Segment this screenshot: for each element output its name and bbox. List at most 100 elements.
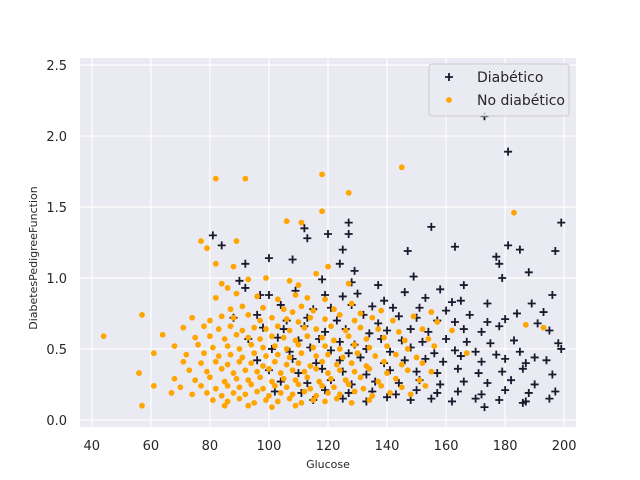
legend-marker-no-diabetico — [446, 97, 452, 103]
no-diabetico-point — [298, 350, 305, 357]
no-diabetico-point — [345, 381, 352, 388]
diabetico-point — [253, 310, 262, 319]
diabetico-point — [332, 316, 341, 325]
diabetico-point — [386, 347, 394, 356]
diabetico-point — [335, 337, 344, 346]
no-diabetico-point — [274, 351, 281, 358]
diabetico-point — [412, 386, 421, 395]
no-diabetico-point — [463, 350, 470, 357]
no-diabetico-point — [390, 317, 396, 324]
no-diabetico-point — [407, 391, 414, 398]
diabetico-point — [495, 322, 504, 331]
no-diabetico-point — [139, 402, 145, 409]
diabetico-point — [391, 390, 400, 399]
no-diabetico-point — [307, 385, 314, 392]
no-diabetico-point — [322, 316, 328, 323]
diabetico-point — [465, 310, 474, 319]
no-diabetico-point — [295, 360, 302, 367]
diabetico-point — [501, 386, 510, 395]
no-diabetico-point — [416, 377, 423, 384]
no-diabetico-point — [236, 395, 243, 402]
no-diabetico-point — [224, 361, 231, 368]
no-diabetico-point — [201, 350, 207, 357]
no-diabetico-point — [325, 263, 331, 270]
no-diabetico-point — [233, 290, 240, 297]
no-diabetico-point — [351, 368, 358, 375]
no-diabetico-point — [336, 346, 343, 352]
no-diabetico-point — [215, 326, 222, 332]
diabetico-point — [365, 329, 374, 338]
diabetico-point — [483, 317, 492, 326]
no-diabetico-point — [378, 382, 385, 389]
no-diabetico-point — [192, 377, 199, 384]
diabetico-point — [288, 255, 297, 264]
no-diabetico-point — [248, 381, 255, 388]
y-tick-label: 2.5 — [46, 59, 67, 74]
no-diabetico-point — [357, 374, 364, 381]
no-diabetico-point — [319, 358, 325, 365]
no-diabetico-point — [398, 361, 405, 368]
no-diabetico-point — [245, 276, 252, 283]
x-tick-label: 100 — [257, 439, 282, 454]
no-diabetico-point — [242, 391, 249, 398]
diabetico-point — [344, 229, 353, 238]
diabetico-point — [498, 367, 507, 376]
diabetico-point — [353, 289, 362, 298]
no-diabetico-point — [351, 317, 358, 324]
no-diabetico-point — [313, 365, 320, 372]
diabetico-point — [450, 317, 459, 326]
no-diabetico-point — [254, 388, 261, 395]
diabetico-point — [374, 281, 383, 290]
no-diabetico-point — [428, 309, 435, 315]
no-diabetico-point — [218, 280, 225, 287]
no-diabetico-point — [345, 280, 352, 287]
no-diabetico-point — [348, 399, 355, 406]
no-diabetico-point — [304, 374, 311, 381]
no-diabetico-point — [310, 307, 317, 314]
no-diabetico-point — [204, 390, 210, 396]
no-diabetico-point — [313, 392, 320, 399]
no-diabetico-point — [198, 382, 204, 389]
diabetico-point — [279, 325, 288, 334]
no-diabetico-point — [428, 368, 435, 375]
no-diabetico-point — [292, 292, 299, 298]
no-diabetico-point — [351, 341, 358, 348]
no-diabetico-point — [540, 324, 547, 331]
no-diabetico-point — [289, 309, 296, 315]
no-diabetico-point — [207, 333, 213, 340]
diabetico-point — [344, 349, 353, 358]
no-diabetico-point — [269, 378, 275, 385]
no-diabetico-point — [280, 334, 287, 341]
no-diabetico-point — [378, 307, 385, 314]
diabetico-point — [510, 336, 518, 345]
no-diabetico-point — [239, 303, 246, 310]
no-diabetico-point — [342, 327, 349, 334]
diabetico-point — [471, 347, 480, 356]
no-diabetico-point — [221, 402, 228, 409]
diabetico-point — [350, 266, 359, 275]
diabetico-point — [253, 356, 262, 365]
diabetico-point — [406, 396, 415, 405]
no-diabetico-point — [449, 327, 455, 334]
no-diabetico-point — [322, 296, 328, 303]
no-diabetico-point — [425, 336, 432, 342]
no-diabetico-point — [298, 399, 305, 406]
diabetico-point — [374, 319, 383, 328]
no-diabetico-point — [286, 277, 293, 284]
diabetico-point — [492, 252, 501, 261]
no-diabetico-point — [212, 260, 219, 267]
diabetico-point — [498, 273, 507, 282]
no-diabetico-point — [375, 378, 382, 385]
no-diabetico-point — [201, 323, 207, 330]
diabetico-point — [521, 397, 530, 406]
diabetico-point — [326, 346, 335, 355]
no-diabetico-point — [248, 360, 255, 367]
no-diabetico-point — [331, 337, 337, 344]
diabetico-point — [501, 354, 510, 363]
diabetico-point — [450, 242, 459, 251]
diabetico-point — [462, 337, 471, 346]
no-diabetico-point — [269, 404, 275, 411]
no-diabetico-point — [286, 354, 293, 361]
no-diabetico-point — [254, 293, 261, 300]
